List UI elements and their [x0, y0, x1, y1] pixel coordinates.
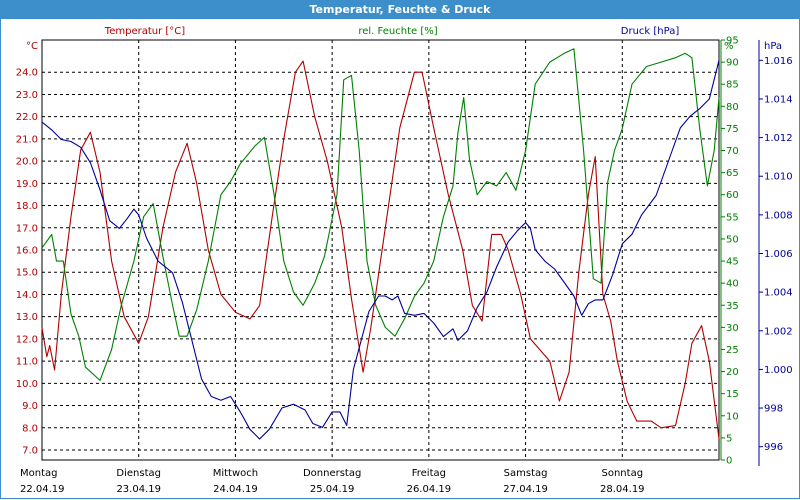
temperature-line — [41, 60, 720, 439]
temperature-tick-label: 14.0 — [16, 290, 38, 301]
temperature-tick-label: 9.0 — [22, 401, 38, 412]
humidity-tick-label: 40 — [726, 279, 739, 290]
humidity-tick-label: 10 — [726, 411, 739, 422]
x-tick-date-label: 28.04.19 — [600, 484, 645, 495]
humidity-tick-label: 20 — [726, 367, 739, 378]
temperature-tick-label: 15.0 — [16, 268, 38, 279]
temperature-tick-label: 17.0 — [16, 223, 38, 234]
humidity-tick-label: 90 — [726, 58, 739, 69]
x-tick-date-label: 26.04.19 — [407, 484, 452, 495]
humidity-tick-label: 80 — [726, 102, 739, 113]
window-title: Temperatur, Feuchte & Druck — [0, 0, 800, 19]
x-tick-date-label: 22.04.19 — [20, 484, 65, 495]
temperature-tick-label: 11.0 — [16, 357, 38, 368]
axis-labels: Temperatur [°C] rel. Feuchte [%] Druck [… — [16, 26, 793, 495]
temperature-tick-label: 12.0 — [16, 334, 38, 345]
legend-humidity: rel. Feuchte [%] — [358, 26, 437, 37]
pressure-tick-label: 1.012 — [764, 133, 793, 144]
temperature-tick-label: 23.0 — [16, 90, 38, 101]
pressure-tick-label: 1.016 — [764, 56, 793, 67]
data-series — [41, 48, 720, 440]
x-tick-date-label: 23.04.19 — [116, 484, 161, 495]
legend-temperature: Temperatur [°C] — [104, 26, 185, 37]
x-tick-day-label: Samstag — [504, 468, 548, 479]
grid-lines — [41, 39, 720, 461]
pressure-tick-label: 996 — [764, 442, 783, 453]
temperature-tick-label: 10.0 — [16, 379, 38, 390]
temperature-tick-label: 24.0 — [16, 68, 38, 79]
x-tick-date-label: 24.04.19 — [213, 484, 258, 495]
temperature-tick-label: 19.0 — [16, 179, 38, 190]
x-tick-day-label: Freitag — [412, 468, 446, 479]
humidity-tick-label: 5 — [726, 433, 732, 444]
axes — [720, 39, 763, 466]
temperature-tick-label: 22.0 — [16, 112, 38, 123]
temperature-tick-label: 8.0 — [22, 423, 38, 434]
x-tick-day-label: Sonntag — [602, 468, 644, 479]
pressure-unit-label: hPa — [764, 41, 782, 52]
temperature-tick-label: 16.0 — [16, 246, 38, 257]
humidity-tick-label: 65 — [726, 168, 739, 179]
temperature-unit-label: °C — [26, 41, 38, 52]
x-tick-day-label: Dienstag — [116, 468, 161, 479]
humidity-tick-label: 95 — [726, 36, 739, 47]
humidity-tick-label: 15 — [726, 389, 739, 400]
humidity-line — [41, 48, 720, 381]
pressure-tick-label: 1.006 — [764, 249, 793, 260]
humidity-tick-label: 45 — [726, 257, 739, 268]
humidity-tick-label: 30 — [726, 323, 739, 334]
temperature-tick-label: 20.0 — [16, 157, 38, 168]
temperature-tick-label: 21.0 — [16, 134, 38, 145]
humidity-tick-label: 75 — [726, 124, 739, 135]
x-tick-day-label: Montag — [20, 468, 57, 479]
pressure-tick-label: 1.008 — [764, 210, 793, 221]
temperature-tick-label: 18.0 — [16, 201, 38, 212]
humidity-unit-label: % — [724, 41, 734, 52]
pressure-tick-label: 1.010 — [764, 172, 793, 183]
humidity-tick-label: 50 — [726, 234, 739, 245]
humidity-tick-label: 60 — [726, 190, 739, 201]
x-tick-day-label: Mittwoch — [213, 468, 258, 479]
humidity-tick-label: 35 — [726, 301, 739, 312]
humidity-tick-label: 25 — [726, 345, 739, 356]
pressure-tick-label: 1.014 — [764, 94, 793, 105]
humidity-tick-label: 85 — [726, 80, 739, 91]
x-tick-date-label: 25.04.19 — [310, 484, 355, 495]
pressure-tick-label: 1.002 — [764, 326, 793, 337]
humidity-tick-label: 55 — [726, 212, 739, 223]
pressure-tick-label: 1.004 — [764, 288, 793, 299]
pressure-tick-label: 998 — [764, 404, 783, 415]
humidity-tick-label: 0 — [726, 456, 732, 467]
x-tick-date-label: 27.04.19 — [503, 484, 548, 495]
humidity-tick-label: 70 — [726, 146, 739, 157]
temperature-tick-label: 13.0 — [16, 312, 38, 323]
x-tick-day-label: Donnerstag — [303, 468, 361, 479]
legend-pressure: Druck [hPa] — [621, 26, 680, 37]
temperature-tick-label: 7.0 — [22, 446, 38, 457]
pressure-tick-label: 1.000 — [764, 365, 793, 376]
pressure-line — [41, 60, 720, 440]
